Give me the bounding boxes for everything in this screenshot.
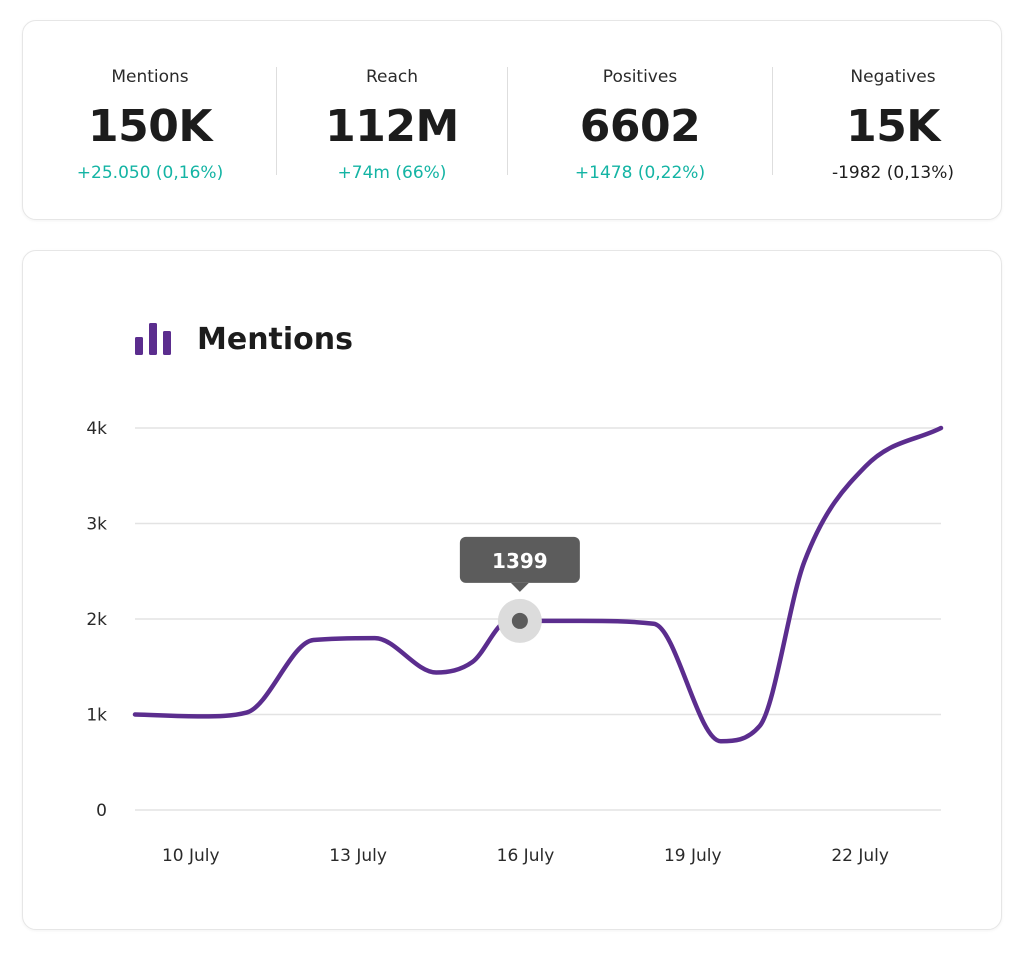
y-tick-label: 4k bbox=[86, 419, 107, 439]
stat-value: 15K bbox=[846, 101, 940, 152]
stat-value: 112M bbox=[325, 101, 459, 152]
stat-negatives[interactable]: Negatives 15K -1982 (0,13%) bbox=[773, 21, 1013, 219]
stat-label: Positives bbox=[602, 67, 678, 87]
tooltip-value: 1399 bbox=[492, 549, 548, 573]
y-tick-label: 2k bbox=[86, 610, 107, 630]
tooltip-box bbox=[459, 536, 580, 583]
stat-delta: +1478 (0,22%) bbox=[574, 163, 706, 183]
mentions-line-chart: 0 1k 2k 3k 4k 10 July 13 July 16 July 19 July 22 … bbox=[86, 419, 944, 866]
stat-mentions[interactable]: Mentions 150K +25.050 (0,16%) bbox=[23, 21, 277, 219]
stat-divider bbox=[276, 67, 277, 175]
tooltip-pointer bbox=[510, 582, 529, 592]
stat-positives[interactable]: Positives 6602 +1478 (0,22%) bbox=[507, 21, 773, 219]
x-tick-label: 16 July bbox=[497, 846, 555, 866]
stat-value: 150K bbox=[88, 101, 212, 152]
stat-delta: +74m (66%) bbox=[337, 163, 447, 183]
stat-divider bbox=[507, 67, 508, 175]
stat-divider bbox=[772, 67, 773, 175]
series-line-mentions bbox=[132, 425, 944, 744]
x-tick-label: 13 July bbox=[329, 846, 387, 866]
chart-header: Mentions bbox=[135, 319, 353, 359]
stat-label: Reach bbox=[365, 67, 419, 87]
stat-reach[interactable]: Reach 112M +74m (66%) bbox=[277, 21, 507, 219]
x-tick-label: 19 July bbox=[664, 846, 722, 866]
x-tick-label: 22 July bbox=[831, 846, 889, 866]
y-tick-label: 3k bbox=[86, 515, 107, 535]
bar-chart-icon bbox=[135, 323, 171, 355]
stats-card: Mentions 150K +25.050 (0,16%) Reach 112M… bbox=[22, 20, 1002, 220]
chart-card: Mentions 0 1k 2k 3k 4k 10 July 13 July 16 July 1… bbox=[22, 250, 1002, 930]
chart-title: Mentions bbox=[197, 321, 354, 357]
stat-delta: -1982 (0,13%) bbox=[831, 163, 955, 183]
y-tick-label: 0 bbox=[96, 801, 107, 821]
y-tick-label: 1k bbox=[86, 706, 107, 726]
stat-value: 6602 bbox=[579, 101, 701, 152]
x-tick-label: 10 July bbox=[162, 846, 220, 866]
highlight-point[interactable] bbox=[511, 612, 528, 629]
stat-label: Negatives bbox=[850, 67, 936, 87]
stat-label: Mentions bbox=[111, 67, 189, 87]
stat-delta: +25.050 (0,16%) bbox=[76, 163, 224, 183]
